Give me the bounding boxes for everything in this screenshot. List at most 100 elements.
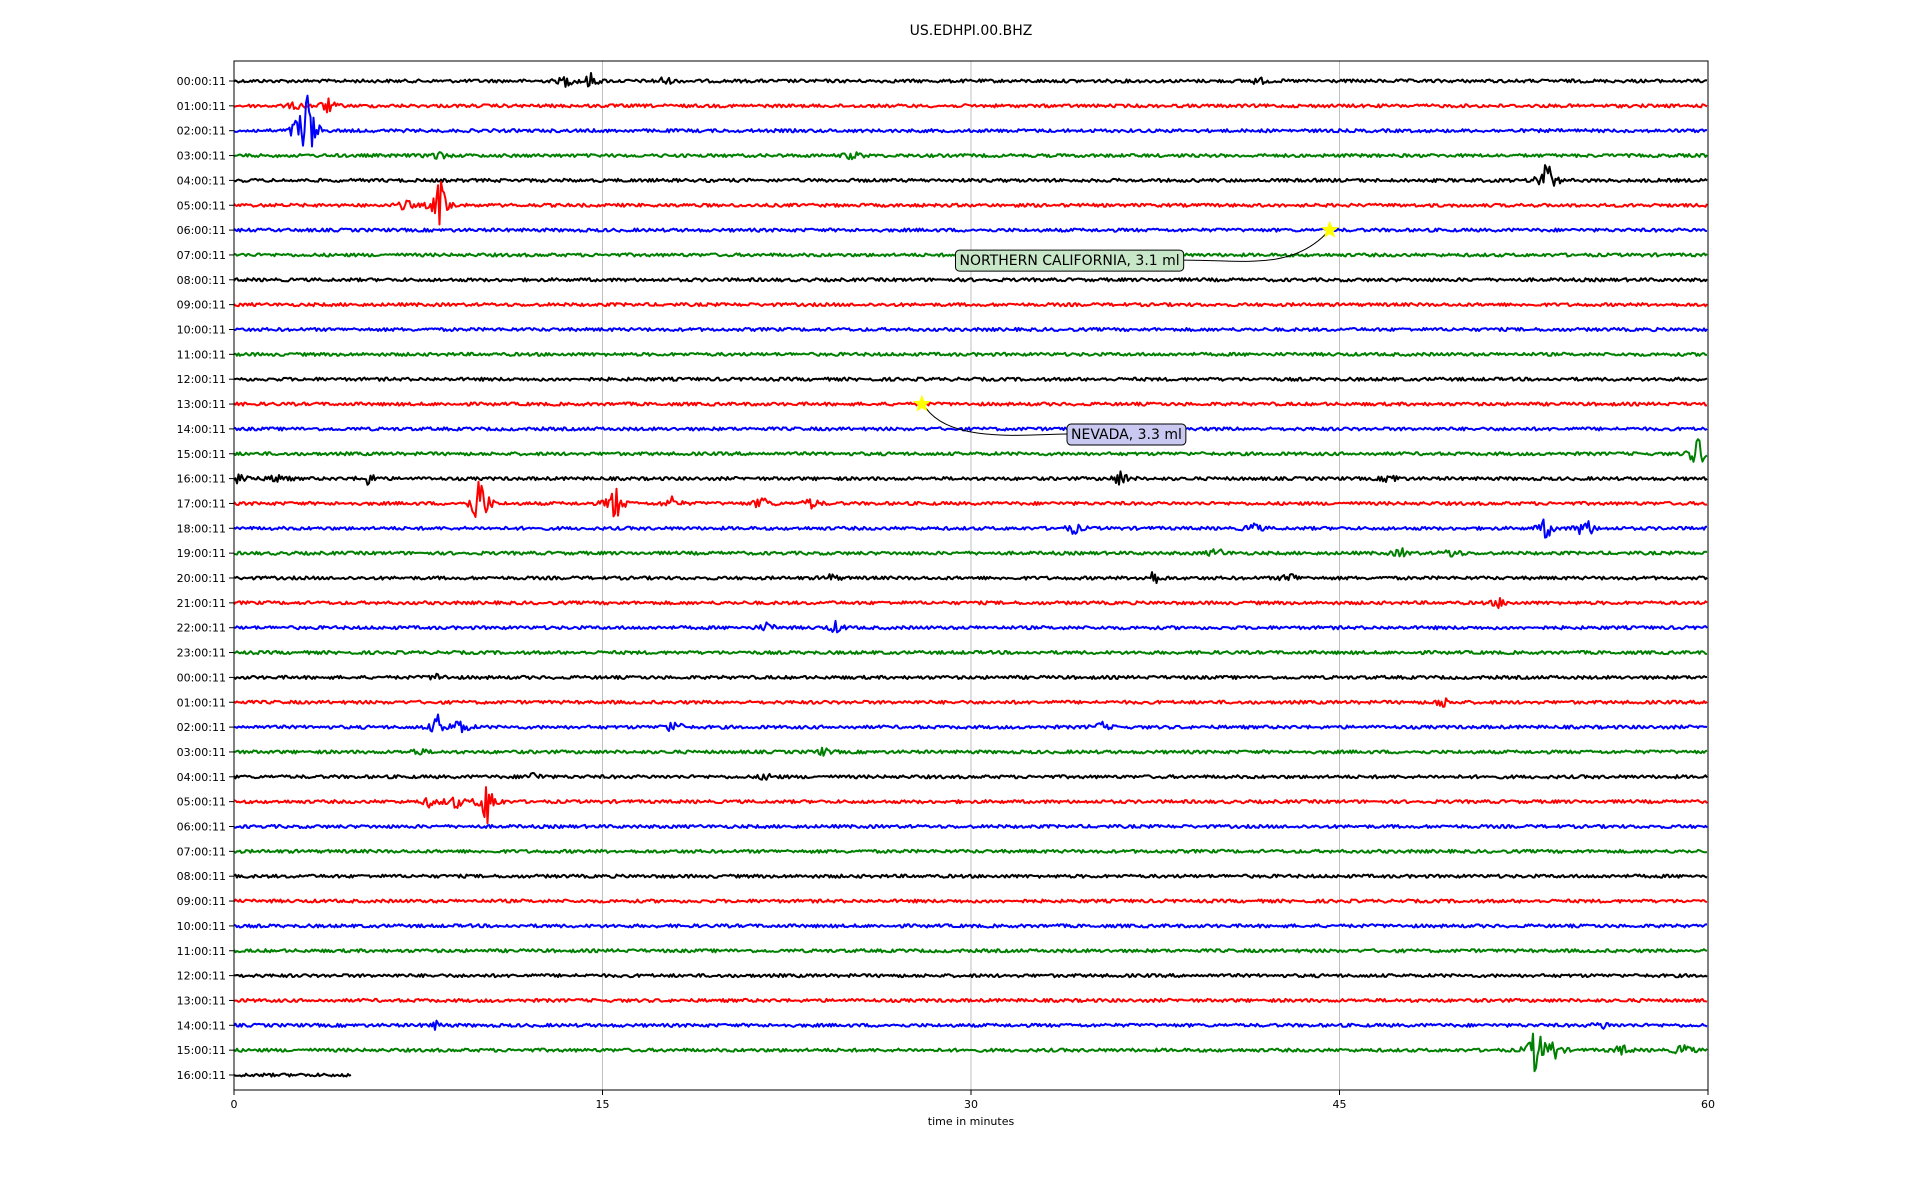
trace-row: [233, 1072, 352, 1078]
trace-row: [233, 351, 1707, 357]
trace-row: [233, 164, 1708, 187]
trace-row: [233, 72, 1708, 88]
row-time-label: 00:00:11: [177, 671, 226, 684]
row-time-label: 12:00:11: [177, 970, 226, 983]
trace-row: [233, 697, 1708, 708]
trace-row: [233, 571, 1708, 585]
row-time-label: 02:00:11: [177, 125, 226, 138]
row-time-label: 21:00:11: [177, 597, 226, 610]
annotation-connector: [1183, 233, 1327, 262]
chart-title: US.EDHPI.00.BHZ: [910, 23, 1033, 39]
row-time-label: 10:00:11: [177, 324, 226, 337]
event-annotations: NORTHERN CALIFORNIA, 3.1 ml NEVADA, 3.3 m…: [912, 220, 1339, 446]
event-annotation-label: NORTHERN CALIFORNIA, 3.1 ml: [959, 253, 1179, 269]
trace-row: [233, 713, 1708, 734]
trace-row: [233, 401, 1708, 407]
row-time-labels: 00:00:11 01:00:11 02:00:11 03:00:11 04:00:11…: [177, 75, 234, 1082]
row-time-label: 04:00:11: [177, 771, 226, 784]
row-time-label: 03:00:11: [177, 150, 226, 163]
row-time-label: 01:00:11: [177, 100, 226, 113]
trace-row: [233, 94, 1708, 148]
row-time-label: 01:00:11: [177, 696, 226, 709]
row-time-label: 13:00:11: [177, 994, 226, 1007]
trace-row: [233, 948, 1708, 954]
trace-row: [233, 823, 1708, 830]
trace-row: [233, 227, 1708, 233]
row-time-label: 08:00:11: [177, 870, 226, 883]
row-time-label: 09:00:11: [177, 299, 226, 312]
row-time-label: 19:00:11: [177, 547, 226, 560]
row-time-label: 23:00:11: [177, 647, 226, 660]
trace-row: [233, 597, 1708, 610]
trace-row: [233, 997, 1708, 1003]
event-star-marker: [912, 394, 931, 412]
x-axis-ticks: 0 15 30 45 60: [231, 1090, 1715, 1111]
row-time-label: 11:00:11: [177, 945, 226, 958]
x-axis-label: time in minutes: [928, 1115, 1015, 1128]
row-time-label: 22:00:11: [177, 622, 226, 635]
row-time-label: 15:00:11: [177, 1044, 226, 1057]
trace-row: [233, 1032, 1708, 1073]
trace-row: [233, 518, 1707, 539]
event-annotation: NEVADA, 3.3 ml: [912, 394, 1187, 446]
row-time-label: 07:00:11: [177, 249, 226, 262]
row-time-label: 16:00:11: [177, 473, 226, 486]
row-time-label: 06:00:11: [177, 224, 226, 237]
trace-row: [233, 746, 1708, 757]
x-tick-label: 60: [1701, 1098, 1715, 1111]
x-tick-label: 30: [964, 1098, 978, 1111]
row-time-label: 05:00:11: [177, 796, 226, 809]
trace-row: [233, 180, 1708, 226]
trace-row: [233, 1019, 1708, 1031]
trace-row: [233, 772, 1708, 781]
trace-row: [233, 326, 1708, 333]
row-time-label: 03:00:11: [177, 746, 226, 759]
row-time-label: 02:00:11: [177, 721, 226, 734]
x-tick-label: 45: [1333, 1098, 1347, 1111]
row-time-label: 09:00:11: [177, 895, 226, 908]
row-time-label: 05:00:11: [177, 199, 226, 212]
trace-row: [233, 302, 1708, 308]
trace-row: [233, 480, 1708, 518]
trace-row: [233, 923, 1707, 929]
annotation-connector: [925, 407, 1068, 436]
trace-row: [233, 650, 1707, 656]
row-time-label: 16:00:11: [177, 1069, 226, 1082]
trace-row: [233, 438, 1708, 463]
trace-row: [233, 277, 1708, 283]
row-time-label: 13:00:11: [177, 398, 226, 411]
trace-row: [233, 470, 1708, 486]
row-time-label: 07:00:11: [177, 845, 226, 858]
grid-lines: [233, 61, 1709, 1090]
row-time-label: 17:00:11: [177, 497, 226, 510]
trace-row: [233, 151, 1708, 161]
row-time-label: 06:00:11: [177, 821, 226, 834]
row-time-label: 20:00:11: [177, 572, 226, 585]
row-time-label: 11:00:11: [177, 348, 226, 361]
row-time-label: 00:00:11: [177, 75, 226, 88]
row-time-label: 10:00:11: [177, 920, 226, 933]
trace-row: [233, 426, 1708, 432]
row-time-label: 04:00:11: [177, 174, 226, 187]
row-time-label: 14:00:11: [177, 1019, 226, 1032]
trace-row: [233, 619, 1708, 634]
x-tick-label: 15: [596, 1098, 610, 1111]
trace-row: [233, 376, 1708, 382]
trace-row: [233, 547, 1708, 558]
row-time-label: 18:00:11: [177, 522, 226, 535]
trace-row: [233, 786, 1708, 825]
row-time-label: 15:00:11: [177, 448, 226, 461]
trace-row: [233, 97, 1708, 114]
trace-rows: [233, 72, 1708, 1078]
event-annotation-label: NEVADA, 3.3 ml: [1071, 427, 1182, 443]
trace-row: [233, 973, 1708, 979]
trace-row: [233, 873, 1708, 879]
event-annotation: NORTHERN CALIFORNIA, 3.1 ml: [954, 220, 1339, 272]
event-star-marker: [1320, 220, 1339, 238]
row-time-label: 14:00:11: [177, 423, 226, 436]
trace-row: [233, 848, 1708, 854]
plot-frame: [233, 60, 1709, 1091]
row-time-label: 08:00:11: [177, 274, 226, 287]
trace-row: [233, 672, 1708, 681]
